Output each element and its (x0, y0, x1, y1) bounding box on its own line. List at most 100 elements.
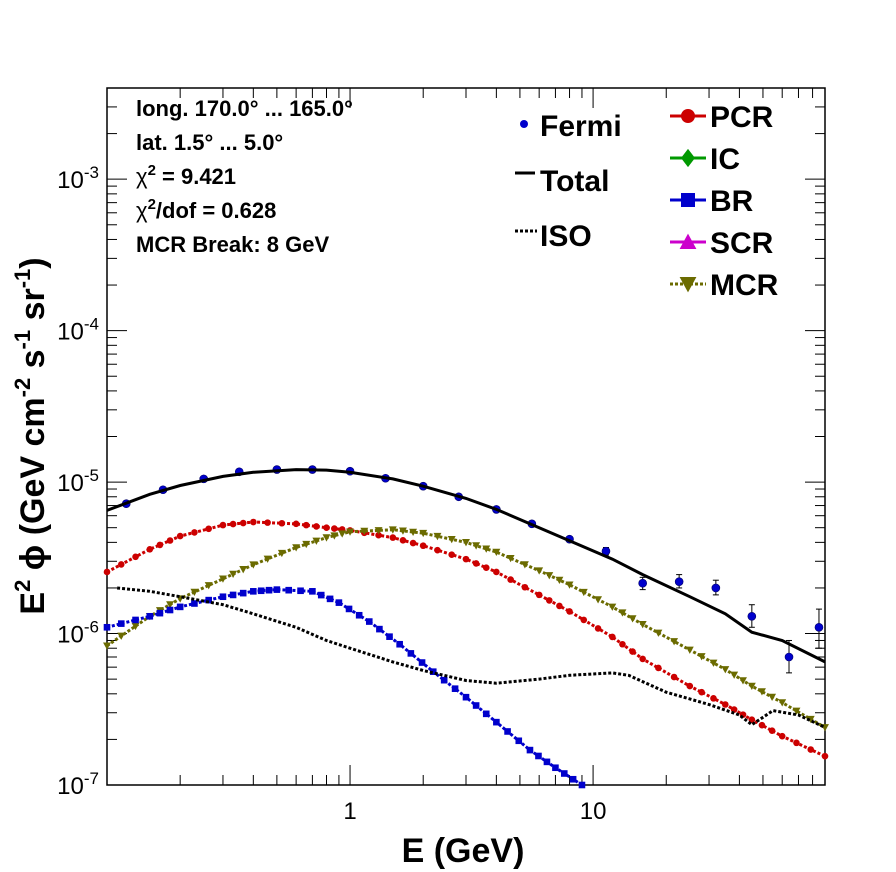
y-tick-label: 10-3 (57, 163, 99, 194)
pcr-marker (264, 519, 271, 526)
mcr-marker (806, 715, 815, 724)
x-axis-title: E (GeV) (402, 832, 525, 870)
br-marker (472, 702, 480, 709)
br-marker (326, 595, 334, 603)
br-marker (535, 752, 542, 760)
br-marker (191, 600, 198, 607)
mcr-marker (594, 596, 603, 604)
mcr-marker (330, 532, 339, 540)
pcr-marker (375, 531, 382, 539)
pcr-marker (698, 688, 705, 696)
mcr-marker (433, 532, 442, 541)
series-fermi (121, 465, 824, 674)
pcr-marker (132, 553, 139, 561)
pcr-marker (166, 537, 174, 544)
info-line: χ2/dof = 0.628 (136, 196, 276, 223)
pcr-marker (748, 716, 756, 723)
pcr-marker (521, 583, 529, 591)
br-marker (132, 616, 139, 624)
br-marker (552, 764, 559, 772)
series-layer (103, 465, 829, 789)
mcr-marker (670, 638, 679, 646)
pcr-marker (556, 602, 563, 610)
br-marker (560, 770, 568, 777)
info-line: χ2 = 9.421 (136, 162, 236, 189)
br-marker (386, 633, 393, 640)
legend-label: ISO (540, 220, 592, 253)
mcr-marker (239, 566, 248, 574)
mcr-marker (721, 666, 730, 674)
legend: Fermi Total ISO PCR IC BR SCR MCR (515, 101, 779, 302)
mcr-marker (302, 540, 311, 549)
pcr-marker (535, 591, 543, 599)
pcr-marker (292, 520, 300, 528)
mcr-marker (545, 572, 554, 580)
pcr-marker (448, 551, 456, 558)
legend-label: Total (540, 165, 609, 198)
pcr-marker (191, 529, 198, 536)
mcr-marker (747, 682, 756, 691)
mcr-marker (447, 535, 456, 544)
mcr-marker (618, 609, 627, 617)
pcr-marker (229, 520, 237, 528)
legend-label: BR (710, 185, 754, 218)
mcr-marker (730, 671, 739, 679)
mcr-marker (292, 544, 301, 552)
br-marker (462, 693, 470, 701)
mcr-marker (360, 527, 369, 536)
fermi-point (674, 577, 684, 586)
legend-item-total: Total (515, 165, 609, 198)
legend-item-ic: IC (670, 143, 740, 176)
pcr-marker (156, 541, 164, 549)
br-marker (219, 593, 227, 601)
info-line: lat. 1.5° ... 5.0° (136, 130, 283, 155)
mcr-marker (565, 581, 574, 589)
mcr-marker (472, 542, 481, 550)
series-pcr (103, 518, 829, 760)
legend-item-mcr: MCR (670, 269, 779, 302)
mcr-marker (778, 699, 787, 707)
fermi-point (747, 611, 757, 621)
info-box: long. 170.0° ... 165.0° lat. 1.5° ... 5.0… (136, 96, 353, 257)
mcr-marker (277, 549, 286, 558)
br-marker (345, 605, 353, 613)
br-marker (146, 612, 154, 620)
br-marker (515, 737, 523, 745)
pcr-marker (323, 524, 330, 531)
y-tick-label: 10-7 (57, 769, 99, 800)
pcr-marker (399, 537, 407, 544)
y-axis-title: E2 ϕ (GeV cm-2 s-1 sr-1) (10, 257, 52, 614)
pcr-marker (434, 546, 441, 554)
fermi-point (711, 583, 721, 593)
mcr-marker (506, 554, 515, 563)
mcr-marker (419, 529, 428, 538)
mcr-marker (229, 570, 238, 579)
br-marker (156, 609, 164, 617)
br-marker (504, 728, 511, 735)
mcr-marker (388, 526, 397, 534)
y-tick-label: 10-5 (57, 466, 99, 497)
legend-label: MCR (710, 269, 779, 302)
mcr-marker (218, 575, 227, 583)
br-marker (273, 586, 281, 593)
pcr-marker (758, 721, 766, 729)
pcr-marker (655, 664, 662, 672)
mcr-marker (654, 629, 663, 637)
br-marker (229, 591, 237, 599)
iso-line (116, 586, 826, 729)
br-marker (285, 586, 293, 594)
mcr-marker (579, 588, 588, 597)
total-line (106, 468, 826, 664)
br-marker (418, 659, 426, 666)
br-marker (493, 718, 500, 726)
pcr-marker (331, 525, 338, 532)
legend-item-pcr: PCR (670, 101, 774, 134)
br-marker (482, 710, 490, 718)
legend-item-fermi: Fermi (520, 110, 622, 143)
pcr-marker (629, 648, 636, 655)
br-marker (257, 587, 265, 595)
x-tick-label: 10 (580, 798, 607, 825)
pcr-marker (493, 568, 500, 576)
legend-marker (681, 193, 695, 207)
